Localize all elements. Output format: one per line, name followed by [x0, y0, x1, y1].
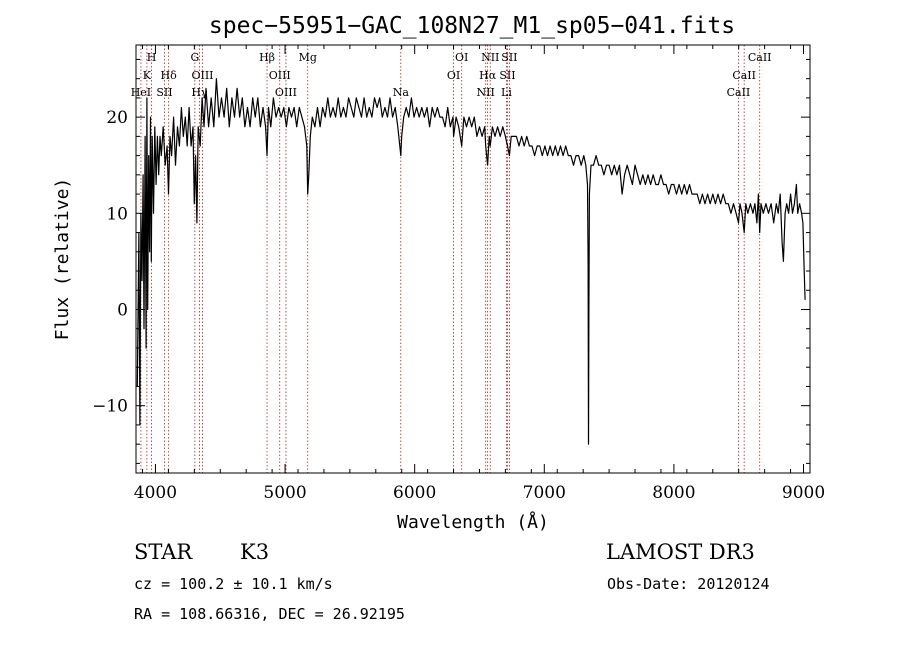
line-markers [140, 45, 761, 473]
x-tick-label: 9000 [782, 483, 825, 503]
x-tick-label: 4000 [134, 483, 177, 503]
y-axis-ticks: −10 0 10 20 [92, 58, 810, 464]
line-marker-label: Li [501, 86, 512, 99]
line-marker-label: Hβ [259, 51, 275, 64]
line-marker-label: NII [477, 86, 495, 99]
x-tick-label: 7000 [523, 483, 566, 503]
line-marker-label: Mg [299, 51, 317, 64]
line-marker-label: OIII [275, 86, 297, 99]
coords-line: RA = 108.66316, DEC = 26.92195 [134, 605, 405, 623]
line-marker-label: CaII [748, 51, 772, 64]
line-marker-label: Hα [479, 69, 497, 82]
x-tick-label: 8000 [652, 483, 695, 503]
y-tick-label: 10 [106, 204, 128, 224]
line-marker-label: SII [501, 51, 517, 64]
line-marker-label: OIII [191, 69, 213, 82]
object-class: STAR [134, 540, 193, 564]
line-marker-label: G [190, 51, 199, 64]
y-tick-label: 0 [117, 300, 128, 320]
object-subclass: K3 [240, 540, 269, 564]
redshift-line: cz = 100.2 ± 10.1 km/s [134, 575, 333, 593]
line-marker-label: OIII [269, 69, 291, 82]
line-marker-label: HeI [131, 86, 151, 99]
obs-date: Obs-Date: 20120124 [607, 575, 770, 593]
line-marker-label: SII [156, 86, 172, 99]
y-axis-label: Flux (relative) [52, 178, 73, 341]
x-axis-label: Wavelength (Å) [397, 511, 549, 533]
line-marker-label: OI [455, 51, 468, 64]
x-tick-label: 5000 [263, 483, 306, 503]
y-tick-label: −10 [92, 397, 128, 417]
line-marker-label: Hδ [161, 69, 178, 82]
line-marker-label: CaII [732, 69, 756, 82]
line-marker-labels: KH HeI SII Hδ G Hγ OIII Hβ OIII OIII Mg Na OI OI NII Hα… [131, 51, 772, 99]
plot-frame [135, 44, 811, 474]
line-marker-label: NII [481, 51, 499, 64]
line-marker-label: K [143, 69, 152, 82]
spectrum-line [136, 78, 806, 445]
line-marker-label: Hγ [191, 86, 208, 99]
x-axis-ticks: 4000 5000 6000 7000 8000 9000 [134, 45, 825, 503]
line-marker-label: SII [499, 69, 515, 82]
line-marker-label: Na [393, 86, 410, 99]
line-marker-label: CaII [727, 86, 751, 99]
survey-name: LAMOST DR3 [606, 540, 755, 564]
chart-title: spec−55951−GAC_108N27_M1_sp05−041.fits [209, 13, 735, 39]
line-marker-label: OI [447, 69, 460, 82]
x-tick-label: 6000 [393, 483, 436, 503]
line-marker-label: H [147, 51, 157, 64]
y-tick-label: 20 [106, 108, 128, 128]
